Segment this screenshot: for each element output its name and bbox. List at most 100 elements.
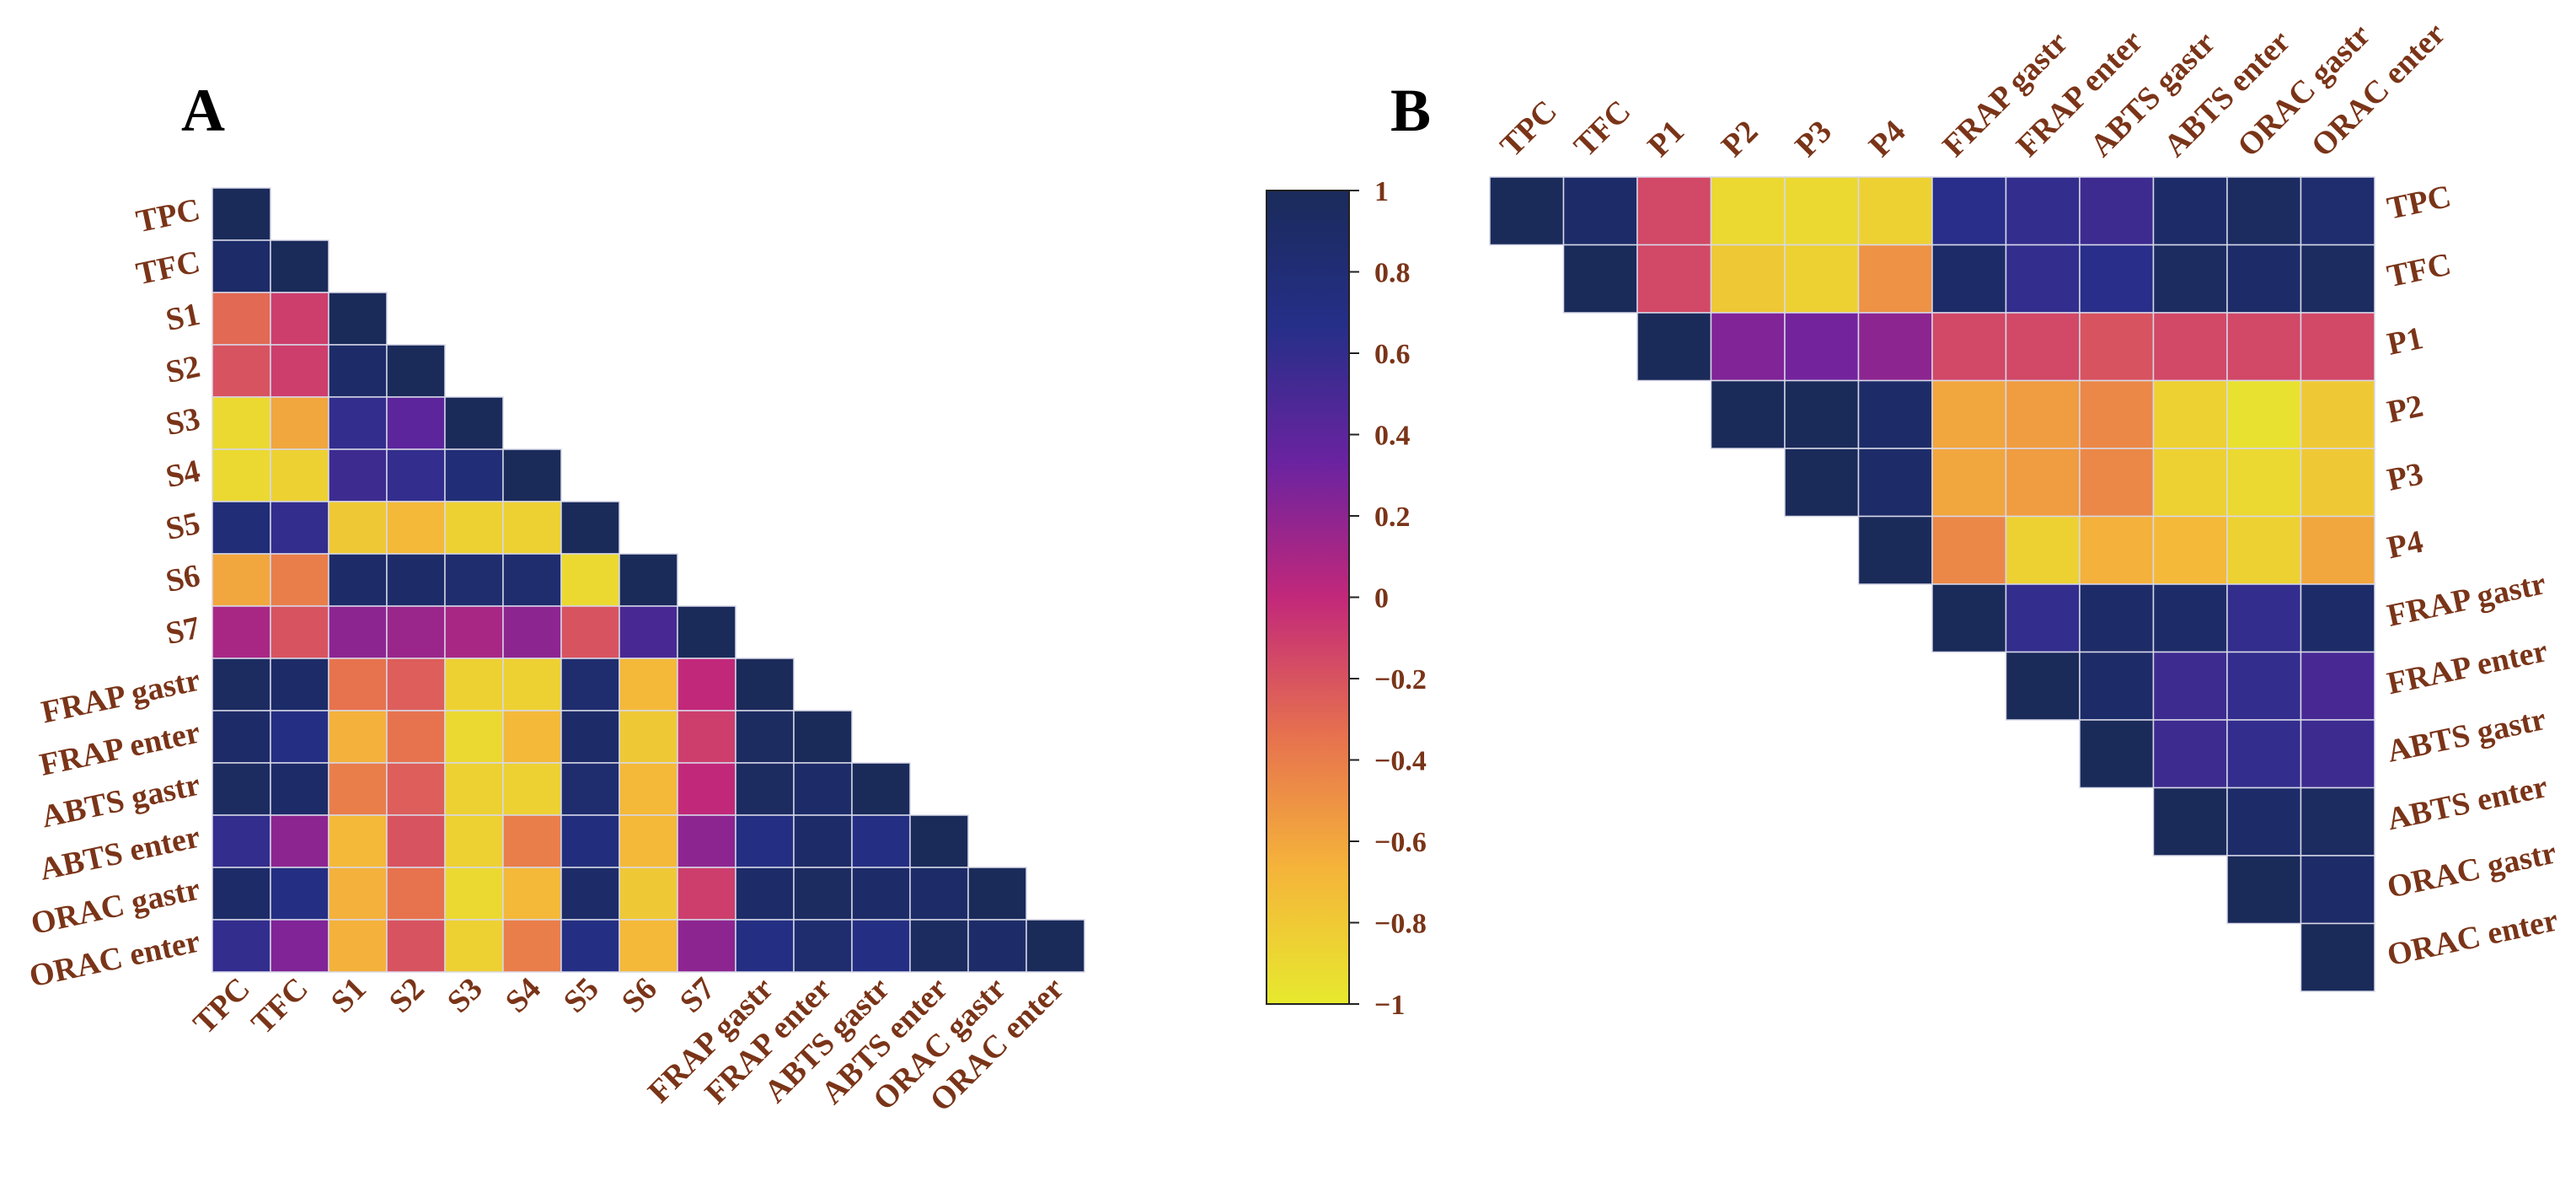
heatmap-cell [1562, 176, 1638, 246]
heatmap-cell [2300, 787, 2375, 856]
heatmap-cell [677, 658, 736, 711]
heatmap-cell [560, 762, 620, 816]
heatmap-cell [619, 658, 678, 711]
heatmap-cell [2152, 583, 2228, 653]
heatmap-cell [560, 710, 620, 764]
row-label: S7 [163, 610, 203, 652]
column-label: S4 [499, 971, 548, 1020]
heatmap-cell [444, 919, 504, 973]
colorbar: 1 0.8 0.6 0.4 0.2 0 −0.2 −0.4 −0.6 −0.8 −1 [1266, 176, 1427, 1021]
heatmap-cell [2226, 583, 2302, 653]
column-label: S5 [557, 971, 606, 1020]
heatmap-cell [2226, 176, 2302, 246]
heatmap-cell [1784, 244, 1860, 314]
row-label: ABTS enter [2384, 769, 2551, 837]
heatmap-cell [793, 762, 853, 816]
heatmap-cell [677, 919, 736, 973]
heatmap-cell [270, 605, 329, 659]
heatmap-cell [270, 658, 329, 711]
colorbar-tick-label: 0.8 [1374, 258, 1411, 289]
heatmap-cell [502, 501, 562, 555]
heatmap-cell [2152, 312, 2228, 382]
heatmap-cell [2300, 379, 2375, 449]
heatmap-cell [2005, 448, 2081, 518]
heatmap-cell [560, 658, 620, 711]
heatmap-cell [677, 710, 736, 764]
heatmap-cell [2152, 787, 2228, 856]
heatmap-cell [1710, 379, 1786, 449]
heatmap-cell [2300, 855, 2375, 925]
heatmap-cell [502, 658, 562, 711]
heatmap-cell [560, 553, 620, 607]
colorbar-tick-label: −0.8 [1374, 909, 1427, 940]
row-label: ORAC gastr [2384, 835, 2559, 905]
column-label: S2 [383, 971, 431, 1020]
panel-label: A [181, 77, 225, 144]
heatmap-cell [2005, 379, 2081, 449]
column-label: P3 [1788, 114, 1839, 164]
heatmap-cell [619, 814, 678, 868]
heatmap-cell [502, 867, 562, 921]
heatmap-cell [270, 448, 329, 502]
heatmap-cell [328, 814, 388, 868]
heatmap-cell [212, 710, 271, 764]
colorbar-tick-label: 0.2 [1374, 502, 1411, 533]
colorbar-tick-label: 0.4 [1374, 421, 1411, 452]
heatmap-cell [212, 553, 271, 607]
row-label: P4 [2384, 524, 2426, 566]
heatmap-cell [851, 814, 911, 868]
row-label: S1 [163, 297, 203, 338]
row-label: S5 [163, 506, 203, 547]
row-label: S3 [163, 401, 203, 443]
heatmap-cell [909, 867, 969, 921]
row-label: TPC [133, 192, 203, 240]
heatmap-cell [502, 919, 562, 973]
heatmap-cell [328, 762, 388, 816]
heatmap-cell [2226, 244, 2302, 314]
heatmap-cell [967, 919, 1027, 973]
heatmap-cell [1931, 312, 2007, 382]
heatmap-cell [386, 553, 446, 607]
heatmap-cell [444, 762, 504, 816]
heatmap-cell [2005, 176, 2081, 246]
colorbar-tick-label: 0.6 [1374, 339, 1411, 370]
heatmap-cell [212, 867, 271, 921]
heatmap-cell [2226, 787, 2302, 856]
heatmap-cell [2005, 583, 2081, 653]
heatmap-cell [386, 396, 446, 450]
row-label: FRAP enter [2384, 633, 2551, 701]
heatmap-cell [328, 867, 388, 921]
heatmap-cell [270, 919, 329, 973]
heatmap-cell [328, 605, 388, 659]
heatmap-cell [2005, 651, 2081, 721]
heatmap-cell [502, 553, 562, 607]
heatmap-cell [2152, 176, 2228, 246]
heatmap-cell [967, 867, 1027, 921]
heatmap-cell [386, 919, 446, 973]
colorbar-tick-label: −0.2 [1374, 664, 1427, 695]
heatmap-cell [735, 867, 795, 921]
heatmap-cell [560, 501, 620, 555]
heatmap-cell [212, 396, 271, 450]
heatmap-cell [444, 658, 504, 711]
heatmap-cell [212, 292, 271, 346]
panel-label: B [1390, 77, 1431, 144]
heatmap-cell [851, 762, 911, 816]
column-label: TPC [186, 971, 256, 1041]
heatmap-cell [560, 867, 620, 921]
heatmap-cell [2079, 719, 2155, 789]
heatmap-cell [619, 762, 678, 816]
heatmap-cell [2079, 515, 2155, 585]
column-label: P2 [1715, 114, 1765, 164]
heatmap-cell [270, 501, 329, 555]
heatmap-cell [793, 919, 853, 973]
heatmap-cell [1636, 244, 1712, 314]
heatmap-cell [328, 344, 388, 398]
heatmap-cell [2226, 855, 2302, 925]
heatmap-cell [1026, 919, 1085, 973]
heatmap-cell [619, 919, 678, 973]
heatmap-cell [212, 814, 271, 868]
heatmap-cell [444, 867, 504, 921]
